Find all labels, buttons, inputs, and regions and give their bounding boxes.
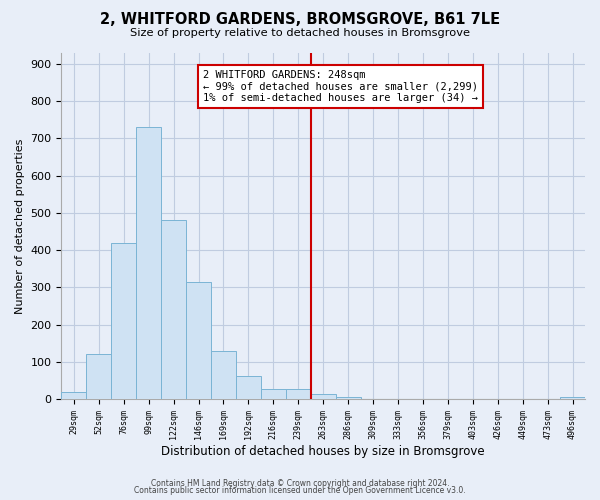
Bar <box>61 392 86 399</box>
Bar <box>186 282 211 399</box>
Bar <box>111 242 136 399</box>
Bar <box>211 351 236 399</box>
Bar <box>335 397 361 399</box>
Y-axis label: Number of detached properties: Number of detached properties <box>15 138 25 314</box>
X-axis label: Distribution of detached houses by size in Bromsgrove: Distribution of detached houses by size … <box>161 444 485 458</box>
Bar <box>236 376 261 399</box>
Bar <box>86 354 111 399</box>
Bar <box>161 220 186 399</box>
Bar <box>261 389 286 399</box>
Text: Size of property relative to detached houses in Bromsgrove: Size of property relative to detached ho… <box>130 28 470 38</box>
Text: Contains public sector information licensed under the Open Government Licence v3: Contains public sector information licen… <box>134 486 466 495</box>
Text: Contains HM Land Registry data © Crown copyright and database right 2024.: Contains HM Land Registry data © Crown c… <box>151 478 449 488</box>
Text: 2 WHITFORD GARDENS: 248sqm
← 99% of detached houses are smaller (2,299)
1% of se: 2 WHITFORD GARDENS: 248sqm ← 99% of deta… <box>203 70 478 103</box>
Bar <box>136 127 161 399</box>
Text: 2, WHITFORD GARDENS, BROMSGROVE, B61 7LE: 2, WHITFORD GARDENS, BROMSGROVE, B61 7LE <box>100 12 500 28</box>
Bar <box>286 389 311 399</box>
Bar <box>560 398 585 399</box>
Bar <box>311 394 335 399</box>
